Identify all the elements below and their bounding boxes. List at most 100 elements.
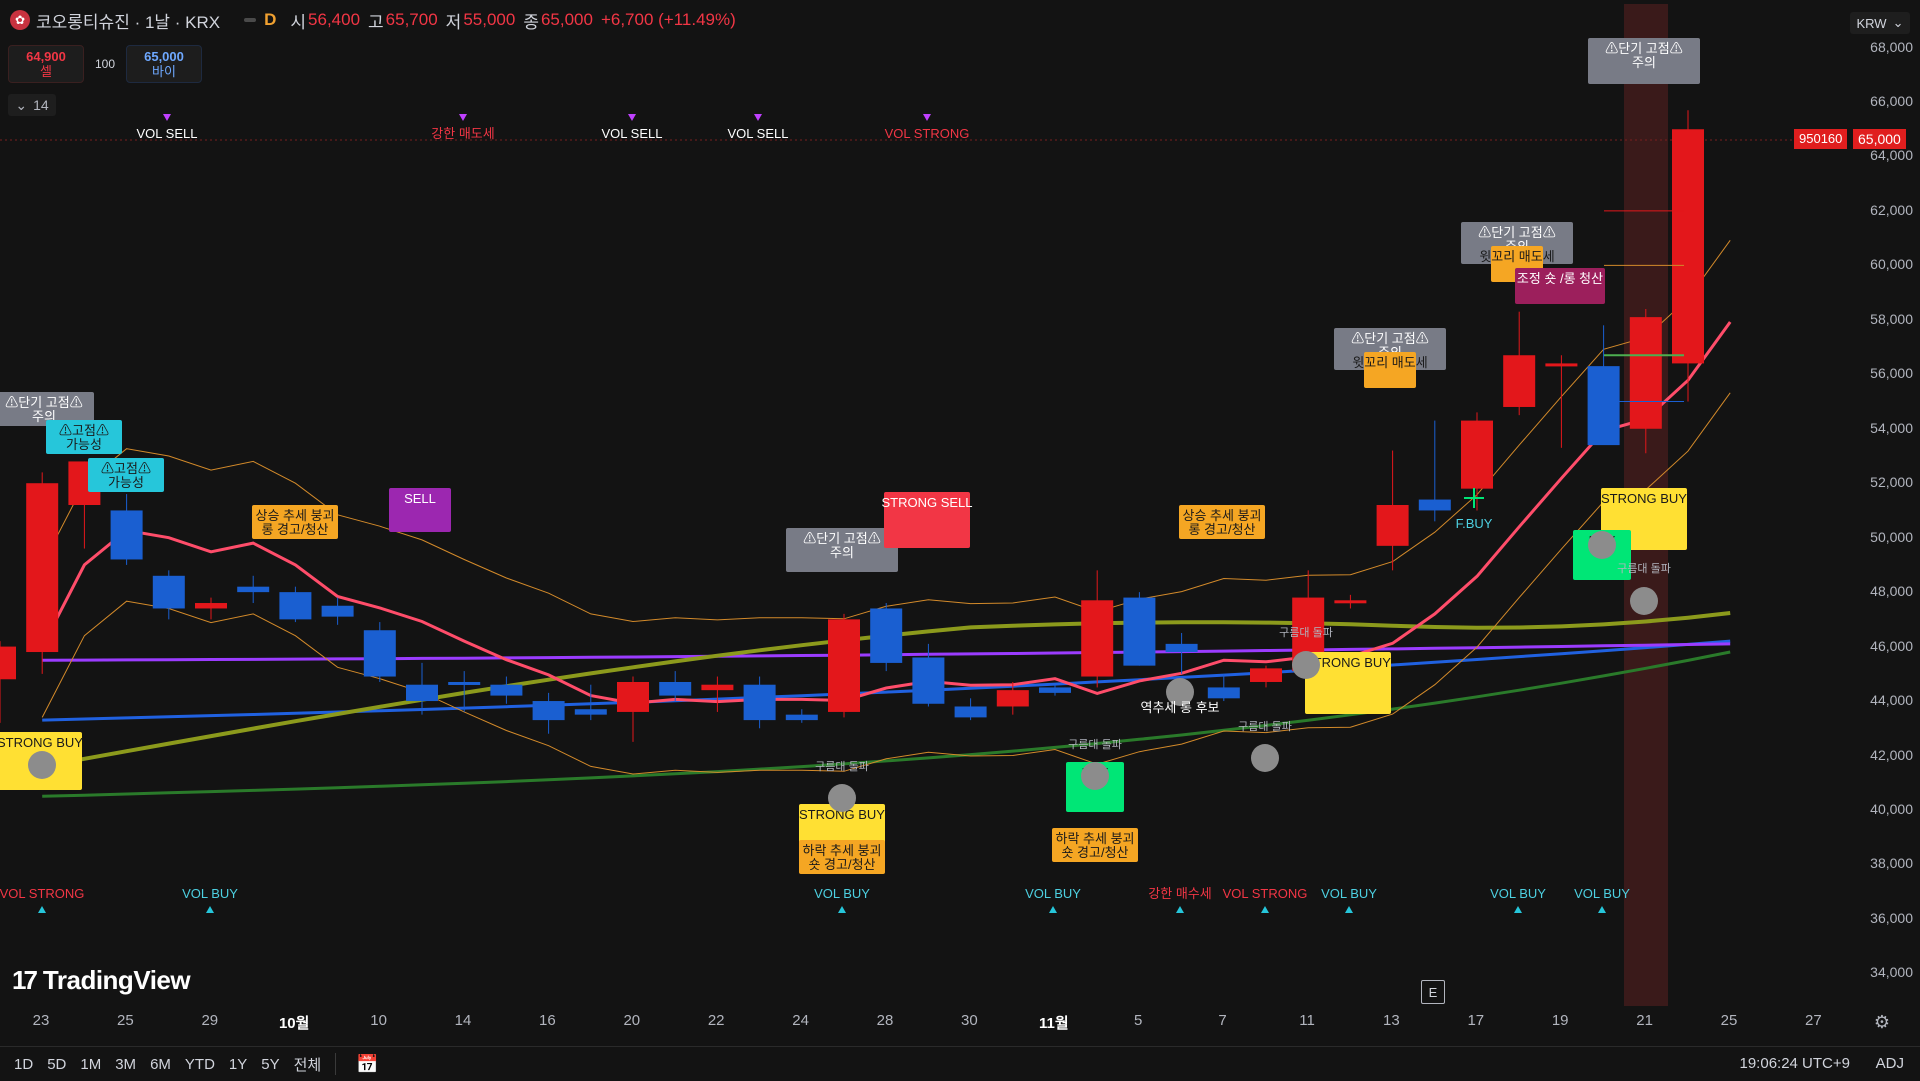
time-tick-label: 29: [201, 1012, 219, 1029]
trade-panel: 64,900 셀 100 65,000 바이: [8, 45, 202, 83]
candle-body: [279, 592, 312, 620]
range-1m[interactable]: 1M: [80, 1055, 102, 1073]
open-value: 56,400: [308, 10, 361, 29]
events-button[interactable]: E: [1421, 980, 1445, 1004]
range-all[interactable]: 전체: [293, 1056, 322, 1074]
wick-sell-1-box: [1364, 352, 1416, 388]
signal-up-arrow: [1345, 906, 1353, 913]
signal-up-arrow: [1514, 906, 1522, 913]
open-label: 시: [290, 12, 307, 32]
symbol-title[interactable]: 코오롱티슈진 · 1날 · KRX: [36, 12, 221, 32]
buy-price: 65,000: [144, 49, 184, 64]
time-tick-label: 16: [539, 1012, 556, 1029]
strong-buy-1-text: STRONG BUY: [1601, 491, 1687, 506]
warn-peak-1-box: [0, 392, 94, 426]
range-1y[interactable]: 1Y: [228, 1055, 248, 1073]
price-tick-label: 48,000: [1870, 583, 1913, 600]
candle-body: [743, 684, 776, 721]
adjust-toggle[interactable]: ADJ: [1875, 1055, 1904, 1072]
candle-body: [321, 605, 354, 617]
range-ytd[interactable]: YTD: [184, 1055, 215, 1073]
range-6m[interactable]: 6M: [150, 1055, 171, 1073]
cloud-break-marker: [1292, 651, 1320, 679]
time-tick-label: 10월: [278, 1015, 310, 1032]
close-value: 65,000: [540, 10, 593, 29]
timeframe-badge[interactable]: D: [264, 10, 277, 29]
sell-signal-box: [389, 488, 451, 532]
chevron-down-icon: ⌄: [1892, 15, 1904, 30]
cloud-break-label: 구름대 돌파: [815, 760, 869, 773]
price-tick-label: 52,000: [1870, 474, 1913, 491]
candle-body: [1123, 597, 1156, 666]
time-tick-label: 30: [961, 1012, 978, 1029]
time-tick-label: 14: [454, 1012, 472, 1029]
price-chart-plot[interactable]: VOL SELL 강한 매도세 VOL SELL VOL SELL VOL STRONG…: [0, 0, 1920, 1040]
price-tick-label: 46,000: [1870, 637, 1913, 654]
time-tick-label: 25: [117, 1012, 134, 1029]
signal-top-label: VOL STRONG: [885, 126, 970, 141]
time-tick-label: 24: [792, 1012, 809, 1029]
symbol-logo-icon[interactable]: ✿: [10, 10, 30, 30]
candle-body: [617, 681, 649, 712]
candle-body: [574, 709, 607, 715]
candle-body: [1418, 499, 1451, 511]
price-tick-label: 68,000: [1870, 38, 1913, 55]
price-tick-label: 50,000: [1870, 528, 1913, 545]
divider: [335, 1053, 337, 1075]
strong-buy-4-text: STRONG BUY: [0, 735, 83, 750]
buy-button[interactable]: 65,000 바이: [126, 45, 202, 83]
time-tick-label: 11: [1299, 1012, 1315, 1029]
candle-body: [828, 619, 860, 712]
calendar-goto-icon[interactable]: 📅: [356, 1053, 379, 1074]
price-tick-label: 38,000: [1870, 855, 1913, 872]
downtrend-break-1-box: [799, 840, 885, 874]
signal-bottom-label: VOL STRONG: [0, 886, 84, 901]
price-tick-label: 42,000: [1870, 746, 1913, 763]
quantity-field[interactable]: 100: [94, 57, 116, 71]
cloud-break-label: 구름대 돌파: [1279, 626, 1333, 639]
last-price-symbol-tag: 950160: [1794, 129, 1848, 149]
candle-body: [1545, 363, 1578, 367]
f-buy-cross-icon: [1464, 488, 1484, 508]
range-5d[interactable]: 5D: [47, 1055, 67, 1073]
time-tick-label: 5: [1134, 1012, 1143, 1029]
pullback-short-box: [1515, 268, 1605, 304]
downtrend-break-2-text: 하락 추세 붕괴: [1056, 831, 1135, 846]
price-tick-label: 44,000: [1870, 692, 1913, 709]
range-1d[interactable]: 1D: [14, 1055, 34, 1073]
candle-body: [1461, 420, 1493, 489]
clock[interactable]: 19:06:24 UTC+9: [1739, 1055, 1851, 1072]
tradingview-logo-icon: 17: [12, 965, 38, 995]
indicators-toggle[interactable]: ⌄ 14: [8, 94, 56, 116]
price-tick-label: 60,000: [1870, 256, 1913, 273]
cloud-break-marker: [1166, 678, 1194, 706]
tradingview-logo[interactable]: 17 TradingView: [12, 965, 191, 996]
peak-possible-2-text: 가능성: [108, 475, 144, 490]
signal-bottom-label: 강한 매수세: [1148, 886, 1211, 901]
indicator-count: 14: [33, 97, 49, 113]
uptrend-break-1-text: 롱 경고/청산: [261, 522, 328, 537]
downtrend-break-1-text: 하락 추세 붕괴: [803, 843, 882, 858]
uptrend-break-2-text: 상승 추세 붕괴: [1183, 508, 1262, 523]
peak-possible-2-box: [88, 458, 164, 492]
sell-button[interactable]: 64,900 셀: [8, 45, 84, 83]
cloud-break-label: 구름대 돌파: [1617, 562, 1671, 575]
signal-bottom-label: VOL BUY: [1321, 886, 1377, 901]
wick-sell-2-text: 윗꼬리 매도세: [1479, 249, 1554, 264]
warn-peak-5-text: ⚠단기 고점⚠: [1605, 41, 1682, 56]
price-tick-label: 62,000: [1870, 201, 1913, 218]
time-tick-label: 23: [32, 1012, 50, 1029]
signal-bottom-label: VOL BUY: [182, 886, 238, 901]
currency-selector[interactable]: KRW ⌄: [1850, 12, 1910, 34]
candle-body: [532, 701, 565, 721]
time-tick-label: 11월: [1038, 1015, 1069, 1032]
peak-possible-1-text: 가능성: [66, 437, 102, 452]
strong-sell-text: STRONG SELL: [881, 495, 972, 510]
signal-bottom-label: VOL BUY: [1025, 886, 1081, 901]
candle-body: [0, 646, 16, 680]
warn-peak-5-text: 주의: [1632, 55, 1656, 70]
gear-icon[interactable]: ⚙: [1873, 1012, 1891, 1032]
range-3m[interactable]: 3M: [115, 1055, 137, 1073]
range-5y[interactable]: 5Y: [261, 1055, 280, 1073]
